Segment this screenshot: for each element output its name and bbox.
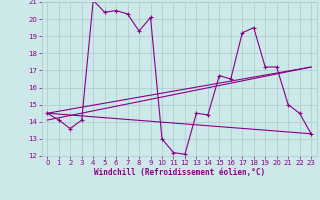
X-axis label: Windchill (Refroidissement éolien,°C): Windchill (Refroidissement éolien,°C) (94, 168, 265, 177)
